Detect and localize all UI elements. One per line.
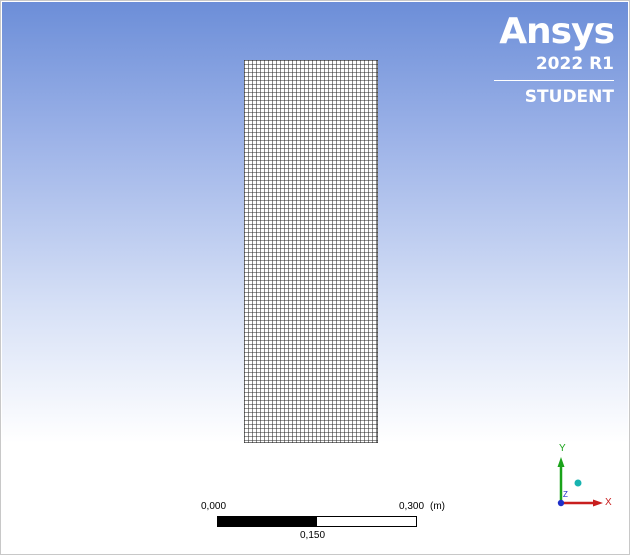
mesh-geometry[interactable] [244,60,378,443]
y-axis-arrow [558,457,565,467]
logo-edition: STUDENT [494,87,614,107]
scale-end-label: 0,300 [399,501,424,512]
scale-mid-label: 0,150 [300,530,325,541]
scale-bar-black-segment [218,517,317,526]
triad-ball-icon[interactable] [575,480,582,487]
logo-divider [494,80,614,81]
ansys-logo: Ansys 2022 R1 STUDENT [494,12,614,107]
mesh-body [244,60,378,443]
logo-name: Ansys [494,12,614,52]
coordinate-triad[interactable]: Y X Z [548,440,618,515]
scale-unit-label: (m) [430,501,445,512]
scale-bar [217,516,417,527]
z-axis-marker [558,500,564,506]
x-axis-arrow [593,500,603,507]
z-axis-label: Z [563,490,568,499]
y-axis-label: Y [559,443,566,454]
scale-start-label: 0,000 [201,501,226,512]
x-axis-label: X [605,497,612,508]
logo-version: 2022 R1 [494,54,614,74]
